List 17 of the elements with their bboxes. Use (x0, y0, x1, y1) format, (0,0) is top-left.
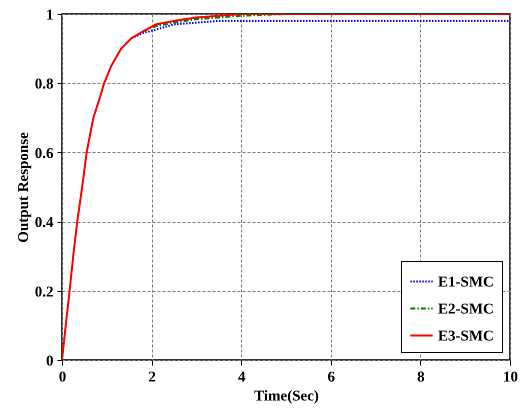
x-axis-title: Time(Sec) (254, 388, 319, 404)
x-tick-label: 10 (503, 370, 518, 386)
legend-label: E1-SMC (438, 274, 494, 290)
x-tick-label: 0 (58, 370, 66, 386)
y-tick-label: 0 (46, 354, 54, 370)
y-tick-label: 1 (46, 8, 54, 24)
x-tick-label: 2 (148, 370, 156, 386)
y-axis-title: Output Response (16, 132, 32, 243)
y-tick-label: 0.6 (34, 146, 54, 162)
x-tick-label: 8 (417, 370, 425, 386)
x-tick-label: 4 (238, 370, 246, 386)
y-tick-label: 0.4 (34, 215, 54, 232)
x-tick-label: 6 (328, 370, 336, 386)
y-tick-label: 0.8 (34, 76, 54, 93)
legend-label: E2-SMC (438, 302, 494, 318)
legend-label: E3-SMC (438, 328, 494, 344)
y-tick-label: 0.2 (34, 284, 54, 300)
